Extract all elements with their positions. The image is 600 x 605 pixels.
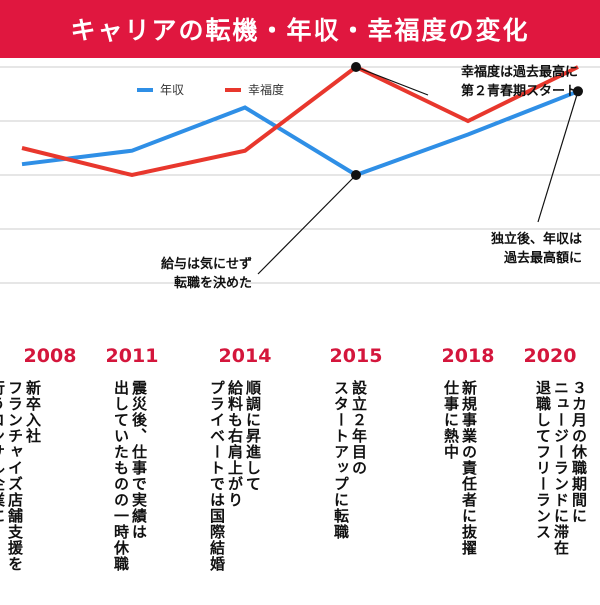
timeline-year: 2011 xyxy=(105,345,159,367)
annotation-leader xyxy=(257,174,357,275)
page-title: キャリアの転機・年収・幸福度の変化 xyxy=(0,0,600,58)
timeline-year: 2008 xyxy=(23,345,77,367)
annotation-marker xyxy=(573,86,583,97)
annotation-text: 給与は気にせず転職を決めた xyxy=(161,256,252,291)
legend-label-happiness: 幸福度 xyxy=(248,82,284,97)
annotation-text: 幸福度は過去最高に第２青春期スタート xyxy=(461,64,578,99)
timeline-year: 2015 xyxy=(329,345,383,367)
annotation-marker xyxy=(351,62,361,72)
timeline-description: 新卒入社 フランチャイズ店舗支援を 行うコンサル企業に xyxy=(0,380,42,572)
timeline-description: 設立２年目の スタートアップに転職 xyxy=(332,380,368,540)
timeline-year: 2014 xyxy=(218,345,272,367)
series-line-income xyxy=(21,89,579,178)
annotation-leader xyxy=(355,66,429,96)
timeline-year: 2020 xyxy=(523,345,577,367)
timeline-years: 2008 2011 2014 2015 2018 2020 xyxy=(0,345,600,375)
chart-legend: 年収 幸福度 xyxy=(137,82,284,97)
timeline-year: 2018 xyxy=(441,345,495,367)
timeline-description: 震災後、仕事で実績は 出していたものの一時休職 xyxy=(112,380,148,572)
line-chart: 年収 幸福度 幸福度は過去最高に第２青春期スタート独立後、年収は過去最高額に給与… xyxy=(0,62,600,291)
annotation-marker xyxy=(351,170,361,180)
timeline-description: 順調に昇進して 給料も右肩上がり プライベートでは国際結婚 xyxy=(208,380,262,572)
legend-label-income: 年収 xyxy=(160,83,184,97)
annotation-leader xyxy=(537,91,579,223)
annotation-text: 独立後、年収は過去最高額に xyxy=(491,231,582,266)
timeline-description: ３カ月の休職期間に ニュージーランドに滞在 退職してフリーランス xyxy=(534,380,588,556)
timeline-description: 新規事業の責任者に抜擢 仕事に熱中 xyxy=(442,380,478,556)
series-line-happiness xyxy=(21,64,579,178)
